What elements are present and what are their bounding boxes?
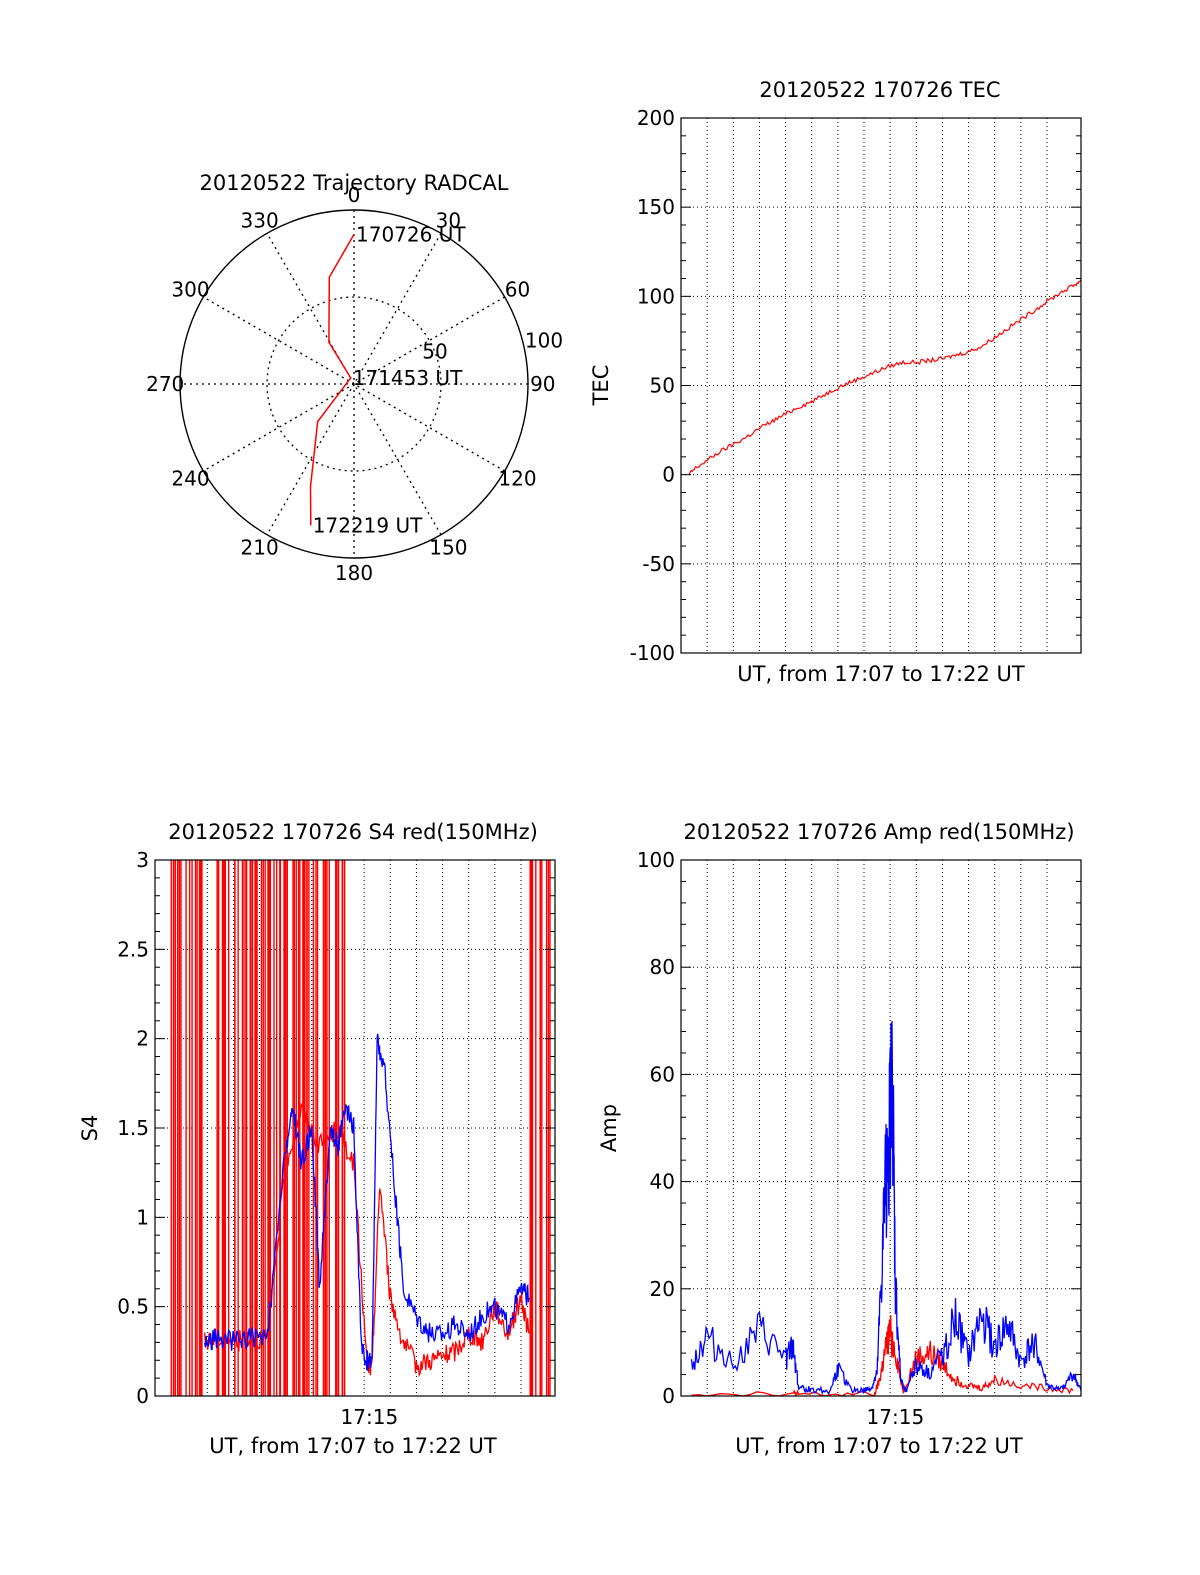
polar-time-annotation: 172219 UT — [313, 513, 423, 537]
tec-y-label: TEC — [589, 365, 613, 407]
polar-angle-label: 90 — [530, 372, 555, 396]
polar-outer-ring — [179, 209, 529, 559]
tec-y-tick-label: -50 — [642, 552, 675, 576]
polar-angle-label: 120 — [498, 466, 536, 490]
tec-y-ticks: -100 -50 0 50 100 150 200 — [630, 106, 1081, 665]
amp-x-ticks: 17:15 — [867, 1405, 925, 1429]
amp-series-blue — [690, 1020, 1082, 1396]
s4-series-blue — [204, 1033, 530, 1371]
tec-x-label: UT, from 17:07 to 17:22 UT — [737, 662, 1025, 686]
tec-panel: 20120522 170726 TEC -100-50050100150200 … — [589, 78, 1082, 686]
s4-y-label: S4 — [78, 1115, 102, 1142]
amp-y-ticks: 0 20 40 60 80 100 — [637, 848, 1081, 1408]
polar-annotations: 170726 UT 171453 UT 172219 UT — [313, 222, 467, 537]
polar-radius-label: 100 — [525, 328, 563, 352]
s4-series — [204, 1033, 530, 1377]
tec-y-tick-label: 100 — [637, 284, 675, 308]
amp-y-tick-label: 100 — [637, 848, 675, 872]
amp-title: 20120522 170726 Amp red(150MHz) — [683, 820, 1074, 844]
tec-series — [688, 279, 1082, 475]
tec-grid — [681, 118, 1081, 653]
amp-y-label: Amp — [597, 1104, 621, 1152]
polar-grid — [179, 209, 529, 559]
polar-radius-label: 50 — [422, 340, 447, 364]
polar-angle-label: 330 — [241, 209, 279, 233]
tec-y-tick-label: 50 — [650, 374, 675, 398]
amp-y-tick-label: 20 — [650, 1277, 675, 1301]
polar-spoke — [266, 232, 442, 536]
polar-angle-label: 60 — [505, 278, 530, 302]
amp-grid — [681, 860, 1081, 1396]
polar-angle-label: 270 — [146, 372, 184, 396]
tec-y-tick-label: 150 — [637, 195, 675, 219]
s4-y-tick-label: 1.5 — [117, 1116, 149, 1140]
polar-radius-labels: 50 100 — [422, 328, 563, 363]
polar-ring-50 — [266, 296, 442, 472]
s4-y-ticks: 0 0.5 1 1.5 2 2.5 3 — [117, 848, 555, 1408]
polar-angle-label: 30 — [436, 209, 461, 233]
s4-x-tick-label: 17:15 — [341, 1405, 399, 1429]
tec-series-red — [688, 279, 1082, 475]
s4-x-ticks: 17:15 — [341, 1405, 399, 1429]
s4-y-tick-label: 2.5 — [117, 937, 149, 961]
s4-red-dense-lines — [170, 860, 551, 1396]
tec-y-tick-label: -100 — [630, 641, 675, 665]
s4-y-tick-label: 0.5 — [117, 1295, 149, 1319]
amp-y-tick-label: 80 — [650, 955, 675, 979]
amp-y-tick-label: 40 — [650, 1170, 675, 1194]
trajectory-panel: 20120522 Trajectory RADCAL 0 30 60 90 120 150… — [146, 171, 563, 585]
tec-title: 20120522 170726 TEC — [759, 78, 1000, 102]
amp-x-label: UT, from 17:07 to 17:22 UT — [735, 1434, 1023, 1458]
amp-series — [690, 1020, 1082, 1397]
trajectory-title: 20120522 Trajectory RADCAL — [200, 171, 509, 195]
amp-x-tick-label: 17:15 — [867, 1405, 925, 1429]
s4-y-tick-label: 2 — [136, 1027, 149, 1051]
tec-y-tick-label: 0 — [662, 463, 675, 487]
s4-title: 20120522 170726 S4 red(150MHz) — [168, 820, 538, 844]
polar-time-annotation: 171453 UT — [353, 366, 463, 390]
polar-angle-label: 150 — [429, 535, 467, 559]
polar-time-annotation: 170726 UT — [356, 222, 466, 246]
polar-angle-label: 210 — [241, 535, 279, 559]
s4-y-tick-label: 3 — [136, 848, 149, 872]
amp-panel: 20120522 170726 Amp red(150MHz) 0 20 40 60 8… — [597, 820, 1082, 1458]
polar-angle-label: 180 — [335, 561, 373, 585]
s4-y-tick-label: 0 — [136, 1384, 149, 1408]
polar-angle-label: 0 — [348, 183, 361, 207]
polar-trajectory — [309, 234, 355, 526]
tec-y-tick-label: 200 — [637, 106, 675, 130]
amp-y-tick-label: 60 — [650, 1062, 675, 1086]
polar-angle-label: 240 — [171, 466, 209, 490]
amp-frame — [680, 859, 1082, 1397]
s4-panel: 20120522 170726 S4 red(150MHz) 0 0.5 1 1.5 2… — [78, 820, 556, 1458]
amp-y-tick-label: 0 — [662, 1384, 675, 1408]
polar-angle-label: 300 — [171, 278, 209, 302]
s4-y-tick-label: 1 — [136, 1205, 149, 1229]
s4-series-red — [204, 1102, 530, 1377]
s4-x-label: UT, from 17:07 to 17:22 UT — [209, 1434, 497, 1458]
polar-trajectory-line — [309, 234, 355, 526]
polar-angle-labels: 0 30 60 90 120 150 180 210 240 270 300 330 — [146, 183, 555, 585]
